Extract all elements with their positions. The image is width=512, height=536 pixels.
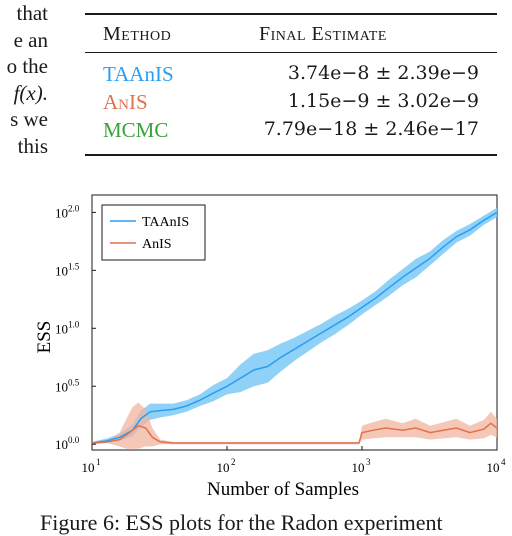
y-tick-exponent: 1.0 — [68, 319, 80, 329]
x-tick-exponent: 2 — [231, 457, 236, 467]
left-text-line: s we — [10, 107, 48, 131]
band-taanis — [92, 207, 497, 445]
y-tick-label: 10 — [55, 263, 68, 278]
x-tick-exponent: 1 — [96, 457, 101, 467]
left-text-line: this — [17, 133, 48, 158]
x-tick-label: 10 — [82, 460, 95, 475]
band-anis — [92, 402, 497, 449]
x-tick-label: 10 — [487, 460, 500, 475]
y-tick-label: 10 — [55, 437, 68, 452]
y-tick-label: 10 — [55, 205, 68, 220]
y-tick-exponent: 2.0 — [68, 203, 80, 213]
method-anis: AnIS — [103, 90, 148, 114]
method-taanis: TAAnIS — [103, 62, 174, 86]
plot-frame — [91, 194, 498, 451]
y-tick-exponent: 0.5 — [68, 377, 80, 387]
left-text-line: e an — [13, 27, 48, 52]
table-top-rule — [85, 13, 497, 15]
ess-chart: 10 0.010 0.510 1.010 1.510 2.0 10 1 10 2 10 3 10 4 N… — [34, 194, 506, 500]
estimate-mcmc: 7.79e−18 ± 2.46e−17 — [263, 118, 479, 140]
estimate-taanis: 3.74e−8 ± 2.39e−9 — [287, 62, 479, 84]
table-header-rule — [85, 52, 497, 53]
y-tick-label: 10 — [55, 321, 68, 336]
line-taanis — [91, 211, 498, 444]
method-mcmc: MCMC — [103, 118, 169, 142]
left-text-line: f(x). — [13, 80, 48, 105]
left-column-text: that e an o the f(x). s we this — [0, 0, 48, 190]
x-tick-label: 10 — [217, 460, 230, 475]
legend-label-taanis: TAAnIS — [142, 215, 189, 230]
x-tick-exponent: 4 — [501, 457, 506, 467]
legend: TAAnIS AnIS — [101, 204, 206, 261]
estimate-anis: 1.15e−9 ± 3.02e−9 — [287, 90, 479, 112]
x-tick-label: 10 — [352, 460, 365, 475]
y-tick-exponent: 1.5 — [68, 261, 80, 271]
table-bottom-rule — [85, 154, 497, 156]
left-text-line: o the — [6, 54, 48, 78]
y-axis-label: ESS — [34, 321, 55, 354]
header-method: Method — [103, 23, 172, 45]
left-text-line: that — [16, 1, 49, 25]
header-estimate: Final Estimate — [259, 23, 387, 45]
x-tick-exponent: 3 — [366, 457, 371, 467]
x-axis-label: Number of Samples — [207, 479, 359, 500]
line-anis — [91, 422, 498, 444]
y-tick-label: 10 — [55, 379, 68, 394]
figure-caption: Figure 6: ESS plots for the Radon experi… — [40, 510, 443, 535]
legend-box — [101, 204, 206, 261]
legend-label-anis: AnIS — [142, 237, 172, 252]
y-tick-exponent: 0.0 — [68, 435, 80, 445]
